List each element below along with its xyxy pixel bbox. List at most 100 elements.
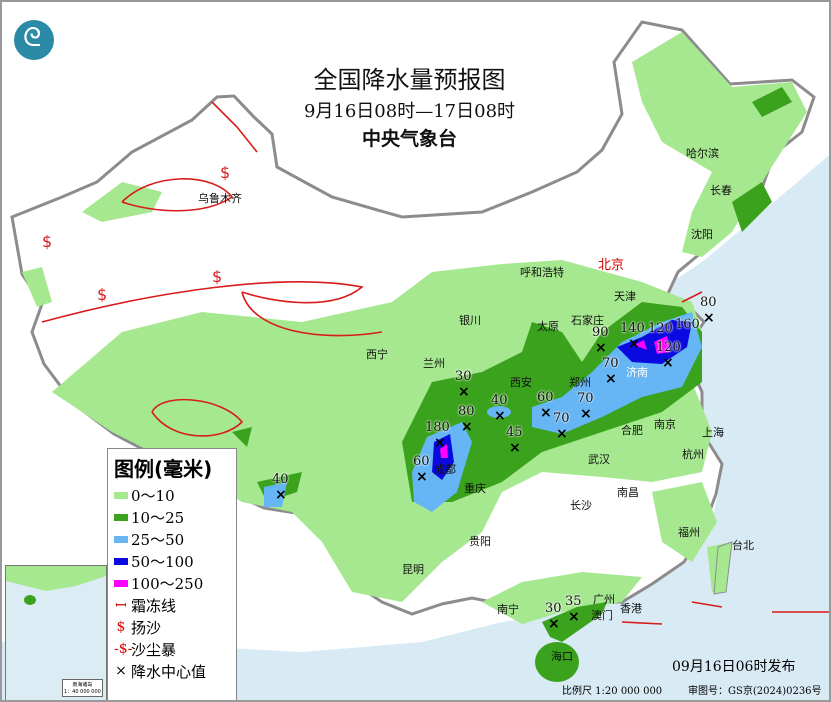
cross-icon: × [548,616,560,632]
blowing-sand-icon: $ [220,163,230,182]
city-label: 台北 [732,539,754,552]
rain-center-value: 80 [458,404,475,419]
rain-center-value: 160 [675,317,700,332]
city-label: 沈阳 [691,228,713,241]
city-label: 哈尔滨 [686,147,719,160]
swatch-100-250 [114,579,128,587]
cma-logo: ᘓ [14,20,54,60]
swatch-50-100 [114,557,128,565]
sandstorm-icon: -$- [114,641,133,657]
cross-icon: × [662,355,674,371]
sand-symbols: $ $ $ $ [42,163,230,304]
cross-icon: × [703,310,715,326]
cross-icon: × [416,469,428,485]
city-label: 澳门 [591,609,613,622]
swatch-0-10 [114,491,128,499]
legend-item: 25～50 [114,528,236,550]
city-label: 西安 [510,376,532,389]
city-label: 石家庄 [571,314,604,327]
blowing-sand-icon: $ [212,267,222,286]
city-label: 上海 [702,426,724,439]
cross-icon: × [434,435,446,451]
rain-center-value: 140 [620,321,645,336]
sandstorm-icon: $ [42,232,52,251]
cross-icon: × [540,405,552,421]
city-label: 杭州 [682,448,704,461]
city-label: 天津 [614,290,636,303]
legend-item: × 降水中心值 [114,660,236,682]
city-label: 太原 [537,320,559,333]
city-label: 南昌 [617,486,639,499]
city-label-capital: 北京 [598,258,625,273]
rain-center-value: 45 [506,425,523,440]
city-label: 兰州 [423,357,445,370]
rain-center-value: 30 [455,369,472,384]
city-label: 昆明 [402,563,424,576]
city-label: 福州 [678,526,700,539]
legend-label: 霜冻线 [131,596,177,615]
city-label: 乌鲁木齐 [198,192,242,205]
rain-center-value: 70 [553,411,570,426]
cross-icon: × [556,426,568,442]
legend-item: ꟷ 霜冻线 [114,594,236,616]
rain-center-value: 70 [577,391,594,406]
rain-center-value: 120 [648,321,673,336]
legend-label: 扬沙 [131,618,162,637]
city-label: 海口 [551,650,573,663]
map-scale: 比例尺 1:20 000 000 [562,686,663,697]
cross-icon: × [595,340,607,356]
city-label: 贵阳 [469,535,491,548]
rain-center-value: 60 [413,454,430,469]
inset-map [6,566,106,605]
south-china-sea-inset: 南海诸岛 1：40 000 000 [5,565,107,700]
cross-icon: × [580,406,592,422]
cross-icon: × [458,384,470,400]
city-label: 成都 [434,463,456,476]
legend-label: 50～100 [131,552,194,571]
rain-center-value: 120 [656,340,681,355]
legend-label: 25～50 [131,530,185,549]
cross-icon: × [494,408,506,424]
city-label: 长春 [710,184,732,197]
city-label: 广州 [593,593,615,606]
rain-center-value: 80 [700,295,717,310]
swatch-25-50 [114,535,128,543]
cross-icon: × [605,371,617,387]
legend-label: 沙尘暴 [131,640,177,659]
cross-icon: × [628,336,640,352]
cross-icon: × [509,440,521,456]
legend-title: 图例(毫米) [114,457,213,481]
issue-time: 09月16日06时发布 [672,659,796,675]
legend-item: 10～25 [114,506,236,528]
legend-item: 100～250 [114,572,236,594]
inset-scale: 1：40 000 000 [64,689,101,695]
inset-label: 南海诸岛 1：40 000 000 [62,679,103,697]
legend-item: 50～100 [114,550,236,572]
rain-center-value: 60 [537,390,554,405]
taiwan [713,541,733,595]
rain-center-value: 35 [565,594,582,609]
city-label: 西宁 [366,348,388,361]
forecast-period: 9月16日08时—17日08时 [303,101,516,122]
blowing-sand-icon: $ [116,619,126,635]
swatch-10-25 [114,513,128,521]
city-label: 合肥 [621,424,643,437]
map-approval-number: 审图号：GS京(2024)0236号 [688,686,822,697]
city-label: 呼和浩特 [520,266,564,279]
cross-icon: × [568,609,580,625]
rain-center-value: 180 [425,420,450,435]
frost-lines [41,101,829,625]
legend-label: 0～10 [131,486,175,505]
cross-icon: × [115,663,127,679]
rain-center-value: 40 [491,393,508,408]
legend: 图例(毫米) 0～10 10～25 25～50 50～100 100～250 ꟷ… [107,448,237,700]
legend-label: 降水中心值 [131,662,207,681]
rain-center-value: 70 [602,356,619,371]
city-label: 重庆 [464,482,486,495]
city-label: 郑州 [569,376,591,389]
city-label: 武汉 [588,453,610,466]
city-label: 南京 [654,418,676,431]
cross-icon: × [461,419,473,435]
inset-title: 南海诸岛 [72,682,93,688]
